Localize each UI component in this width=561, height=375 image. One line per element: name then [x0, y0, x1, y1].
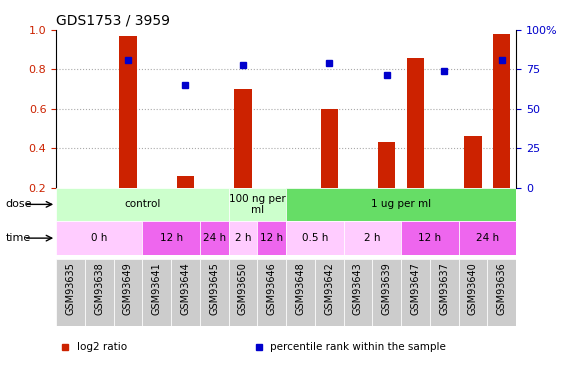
Bar: [229, 221, 257, 255]
Text: GSM93640: GSM93640: [468, 262, 478, 315]
Text: GDS1753 / 3959: GDS1753 / 3959: [56, 13, 170, 27]
Bar: [343, 221, 401, 255]
Text: GSM93641: GSM93641: [151, 262, 162, 315]
Bar: [56, 188, 229, 221]
Text: 12 h: 12 h: [419, 233, 442, 243]
Text: GSM93637: GSM93637: [439, 262, 449, 315]
Text: 0.5 h: 0.5 h: [302, 233, 328, 243]
Bar: [465, 136, 481, 227]
Bar: [378, 142, 396, 227]
Bar: [85, 259, 113, 326]
Bar: [229, 259, 257, 326]
Bar: [234, 89, 251, 227]
Text: 100 ng per
ml: 100 ng per ml: [229, 194, 286, 215]
Text: 24 h: 24 h: [476, 233, 499, 243]
Bar: [56, 221, 142, 255]
Text: GSM93639: GSM93639: [381, 262, 392, 315]
Bar: [320, 109, 338, 227]
Text: time: time: [6, 233, 31, 243]
Text: GSM93636: GSM93636: [496, 262, 507, 315]
Text: 2 h: 2 h: [364, 233, 380, 243]
Text: 1 ug per ml: 1 ug per ml: [371, 200, 431, 209]
Text: GSM93650: GSM93650: [238, 262, 248, 315]
Bar: [493, 34, 511, 227]
Text: GSM93646: GSM93646: [266, 262, 277, 315]
Bar: [177, 176, 194, 227]
Bar: [458, 259, 488, 326]
Text: GSM93638: GSM93638: [94, 262, 104, 315]
Bar: [401, 221, 459, 255]
Bar: [459, 221, 516, 255]
Bar: [119, 36, 136, 227]
Bar: [257, 259, 286, 326]
Text: GSM93649: GSM93649: [123, 262, 133, 315]
Text: GSM93645: GSM93645: [209, 262, 219, 315]
Text: GSM93644: GSM93644: [181, 262, 191, 315]
Bar: [200, 259, 229, 326]
Text: percentile rank within the sample: percentile rank within the sample: [270, 342, 446, 351]
Bar: [142, 221, 200, 255]
Bar: [401, 259, 430, 326]
Bar: [200, 221, 229, 255]
Bar: [286, 221, 343, 255]
Bar: [488, 259, 516, 326]
Bar: [373, 259, 401, 326]
Text: 2 h: 2 h: [234, 233, 251, 243]
Bar: [315, 259, 343, 326]
Text: GSM93635: GSM93635: [66, 262, 76, 315]
Bar: [286, 259, 315, 326]
Text: GSM93648: GSM93648: [296, 262, 306, 315]
Text: 24 h: 24 h: [203, 233, 226, 243]
Text: 0 h: 0 h: [91, 233, 107, 243]
Text: 12 h: 12 h: [159, 233, 183, 243]
Bar: [407, 58, 424, 227]
Text: control: control: [124, 200, 160, 209]
Bar: [56, 259, 85, 326]
Bar: [430, 259, 459, 326]
Text: GSM93647: GSM93647: [411, 262, 421, 315]
Text: GSM93642: GSM93642: [324, 262, 334, 315]
Bar: [257, 221, 286, 255]
Bar: [171, 259, 200, 326]
Bar: [286, 188, 516, 221]
Bar: [113, 259, 142, 326]
Bar: [343, 259, 373, 326]
Text: 12 h: 12 h: [260, 233, 283, 243]
Text: GSM93643: GSM93643: [353, 262, 363, 315]
Text: dose: dose: [6, 200, 32, 209]
Bar: [142, 259, 171, 326]
Text: log2 ratio: log2 ratio: [77, 342, 127, 351]
Bar: [229, 188, 286, 221]
